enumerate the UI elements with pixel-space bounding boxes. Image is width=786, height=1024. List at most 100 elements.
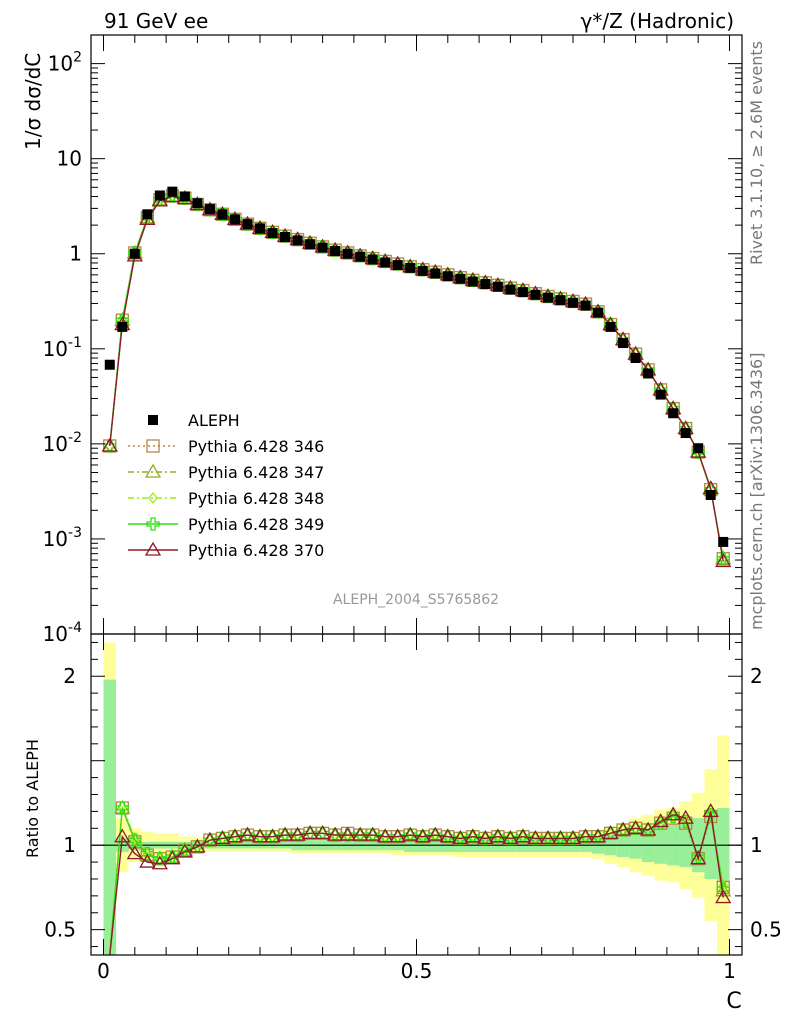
ratio-point: [528, 831, 543, 846]
ratio-point: [352, 826, 369, 841]
ratio-point: [627, 819, 644, 834]
ratio-point: [402, 826, 419, 841]
ratio-point: [339, 826, 356, 841]
data-point: [655, 389, 666, 400]
data-point: [705, 489, 716, 500]
ratio-point: [115, 801, 129, 815]
ratio-point: [276, 826, 294, 841]
ratio-point: [628, 821, 643, 835]
data-point: [530, 289, 541, 300]
y-tick-exponent: -4: [68, 620, 82, 636]
data-point: [229, 214, 240, 225]
legend-label: Pythia 6.428 346: [188, 437, 324, 456]
ratio-point: [215, 831, 230, 846]
data-point: [242, 219, 253, 230]
ratio-point: [201, 831, 219, 846]
y-tick-label: 10: [57, 147, 82, 171]
data-point: [167, 186, 178, 197]
main-series-group: [101, 186, 732, 568]
ratio-point: [391, 830, 405, 844]
ratio-point: [514, 828, 532, 843]
ratio-y-tick-label-left: 1: [63, 833, 76, 857]
ratio-point: [665, 806, 682, 821]
ratio-point: [240, 828, 255, 842]
data-point: [392, 260, 403, 271]
ratio-point: [126, 845, 143, 860]
ratio-point: [278, 828, 292, 842]
ratio-point: [614, 821, 632, 836]
y-tick-exponent: -3: [68, 525, 82, 541]
ratio-point: [527, 830, 544, 845]
data-point: [204, 204, 215, 215]
ratio-point: [478, 831, 493, 846]
ratio-point: [441, 830, 455, 844]
ratio-point: [564, 830, 582, 845]
y-tick-label: 10-3: [43, 525, 82, 551]
legend-label: Pythia 6.428 348: [188, 489, 324, 508]
data-point: [567, 297, 578, 308]
ratio-y-tick-label-left: 2: [63, 664, 76, 688]
ratio-point: [353, 828, 367, 842]
ratio-point: [364, 826, 381, 841]
rivet-label: Rivet 3.1.10, ≥ 2.6M events: [747, 41, 766, 265]
ratio-point: [251, 828, 269, 843]
ratio-point: [226, 828, 244, 843]
legend-marker: [148, 491, 158, 505]
ratio-point: [315, 826, 330, 841]
ratio-point: [389, 828, 406, 843]
data-point: [129, 248, 140, 259]
ratio-point: [176, 843, 194, 858]
ratio-point: [416, 830, 430, 844]
legend-marker: [144, 463, 162, 478]
ratio-point: [589, 828, 607, 843]
data-point: [142, 209, 153, 220]
data-point: [154, 190, 165, 201]
ratio-point: [228, 830, 242, 844]
ratio-point: [203, 833, 217, 847]
ratio-point: [566, 831, 580, 846]
data-point: [192, 198, 203, 209]
legend-marker: [148, 415, 158, 425]
ratio-uncertainty-bands: [91, 642, 742, 955]
ratio-point: [164, 850, 181, 865]
data-point: [718, 536, 729, 547]
data-point: [117, 321, 128, 332]
ratio-point: [552, 830, 569, 845]
data-point: [442, 271, 453, 282]
ratio-point: [553, 831, 568, 846]
main-ylabel: 1/σ dσ/dC: [21, 53, 45, 150]
ratio-point: [253, 830, 267, 844]
ratio-point: [578, 830, 593, 844]
ratio-point: [541, 831, 555, 846]
ratio-point: [377, 828, 394, 843]
ratio-point: [190, 840, 205, 854]
ratio-point: [491, 830, 505, 844]
ratio-series-line: [109, 811, 724, 956]
data-point: [580, 300, 591, 311]
data-point: [317, 242, 328, 253]
ratio-point: [666, 809, 680, 824]
ratio-point: [265, 830, 280, 844]
y-tick-exponent: -1: [68, 335, 82, 351]
ratio-point: [428, 828, 442, 842]
ratio-point: [189, 838, 206, 853]
ratio-y-tick-label-right: 1: [750, 833, 763, 857]
ratio-point: [591, 830, 605, 844]
data-point: [380, 257, 391, 268]
ratio-ylabel: Ratio to ALEPH: [23, 739, 42, 858]
ratio-point: [378, 830, 392, 844]
x-tick-label: 0: [97, 959, 110, 983]
y-tick-exponent: 2: [73, 50, 82, 66]
data-point: [542, 292, 553, 303]
data-point: [455, 273, 466, 284]
data-point: [267, 228, 278, 239]
process-label: γ*/Z (Hadronic): [581, 9, 734, 33]
ratio-point: [264, 828, 281, 843]
ratio-point: [328, 828, 342, 842]
data-point: [555, 295, 566, 306]
ratio-y-tick-label-left: 0.5: [44, 918, 76, 942]
data-point: [593, 307, 604, 318]
ratio-point: [303, 826, 317, 841]
data-point: [179, 191, 190, 202]
